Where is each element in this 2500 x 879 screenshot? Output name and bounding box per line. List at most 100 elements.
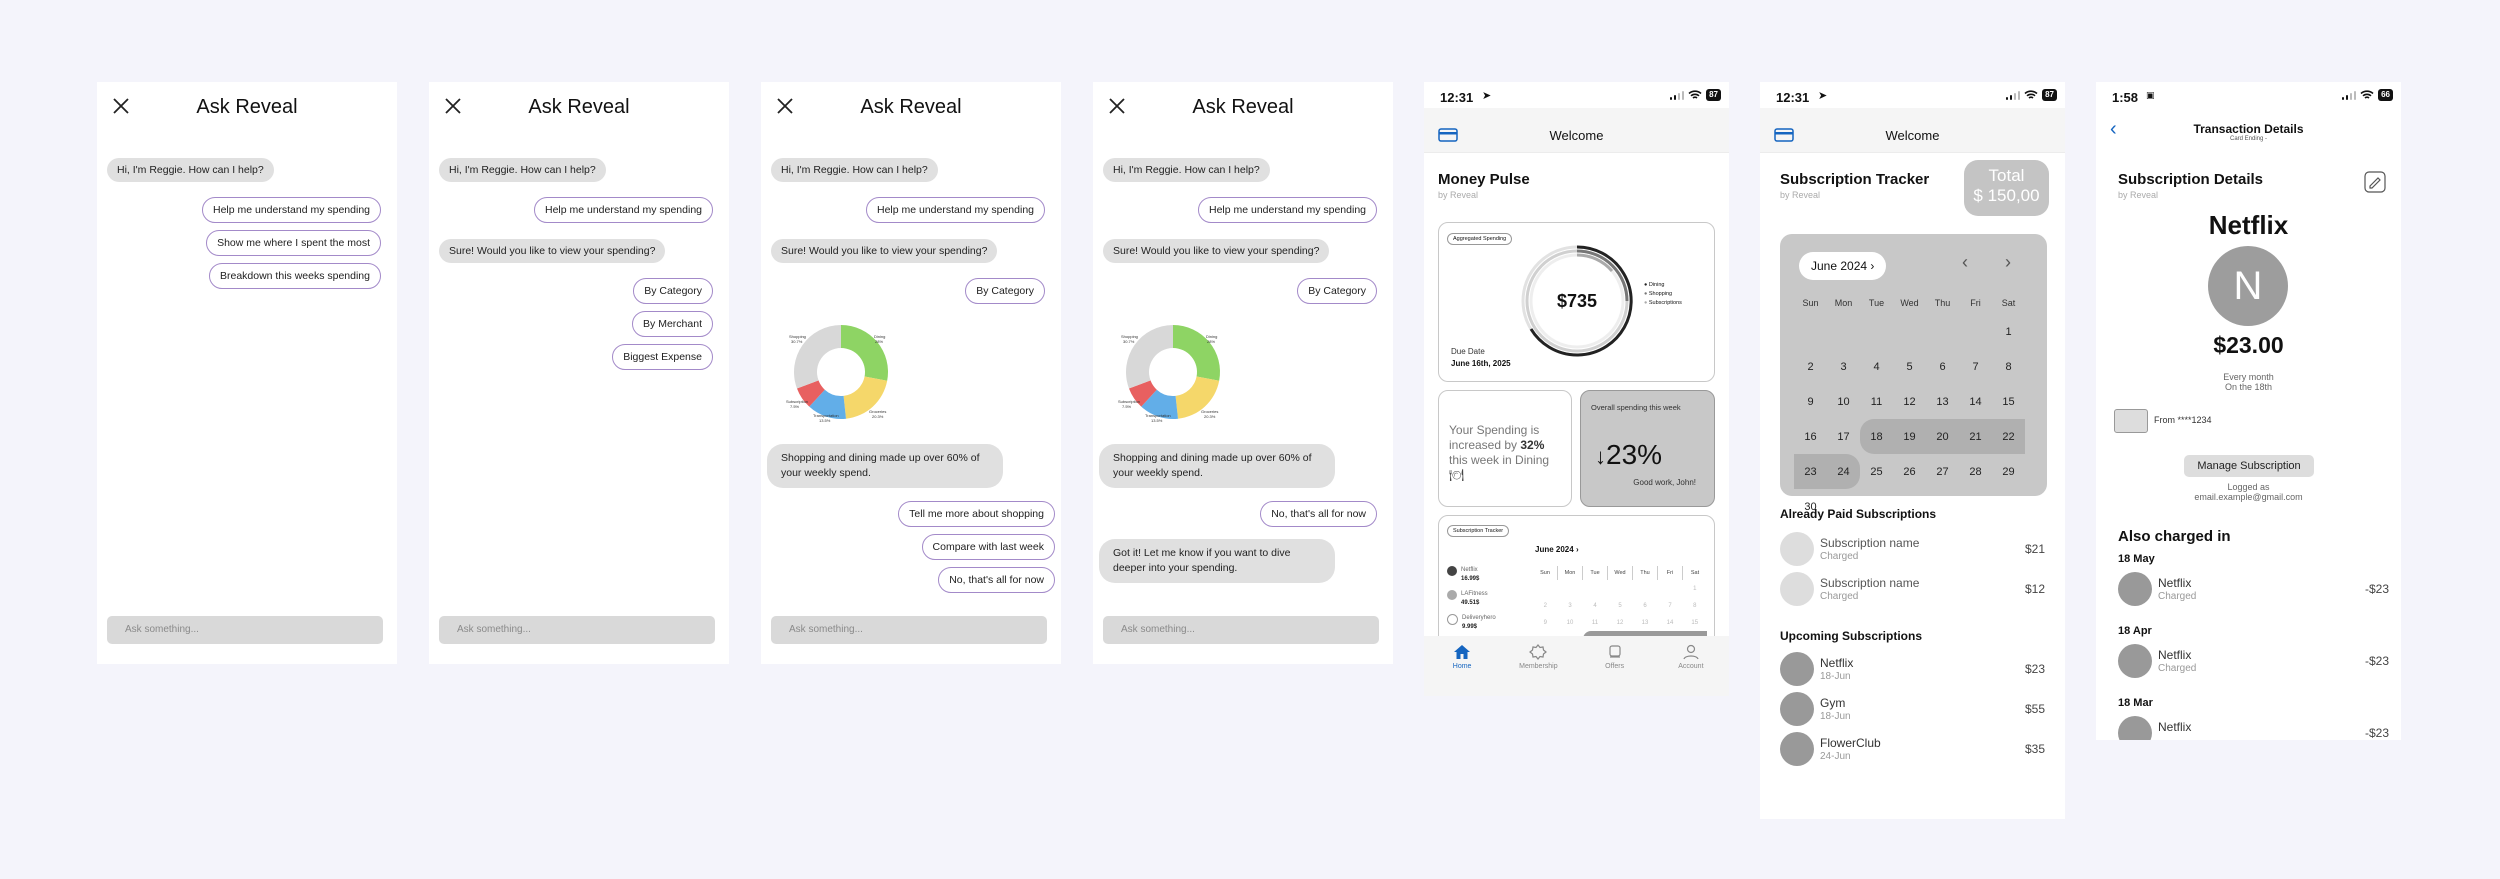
calendar-day[interactable]: 4 — [1873, 360, 1880, 373]
calendar-day[interactable]: 13 — [1936, 395, 1949, 408]
option-done[interactable]: No, that's all for now — [938, 567, 1055, 593]
chevron-right-icon: › — [1870, 259, 1875, 273]
chat-screen-3: Ask Reveal Hi, I'm Reggie. How can I hel… — [761, 82, 1061, 664]
calendar-day[interactable]: 6 — [1643, 602, 1647, 609]
calendar-day[interactable]: 28 — [1969, 465, 1982, 478]
avatar — [1780, 652, 1814, 686]
calendar-day[interactable]: 6 — [1939, 360, 1946, 373]
calendar-day[interactable]: 16 — [1804, 430, 1817, 443]
prev-month-icon[interactable]: ‹ — [1962, 252, 1968, 272]
section-title: Money Pulse — [1438, 171, 1530, 188]
calendar-day[interactable]: 14 — [1969, 395, 1982, 408]
calendar-day[interactable]: 5 — [1618, 602, 1622, 609]
mini-sub-lafitness[interactable]: LAFitness 49.51$ — [1447, 590, 1496, 608]
calendar-day[interactable]: 30 — [1804, 500, 1817, 513]
option-more-shopping[interactable]: Tell me more about shopping — [898, 501, 1055, 527]
calendar-day[interactable]: 10 — [1566, 619, 1574, 626]
spending-insight-card[interactable]: Your Spending is increased by 32% this w… — [1438, 390, 1572, 507]
status-bar: 12:31 ➤ 87 — [1760, 82, 2065, 108]
manage-subscription-button[interactable]: Manage Subscription — [2184, 455, 2314, 477]
option-compare-week[interactable]: Compare with last week — [921, 534, 1055, 560]
subscription-name: Netflix — [1820, 656, 1854, 670]
calendar-day[interactable]: 7 — [1668, 602, 1672, 609]
calendar-day[interactable]: 15 — [2002, 395, 2015, 408]
close-icon[interactable] — [443, 96, 463, 116]
tab-membership[interactable]: Membership — [1500, 636, 1576, 696]
calendar-day[interactable]: 1 — [2005, 325, 2012, 338]
paid-subscription-row[interactable]: Subscription name Charged $21 — [1780, 532, 2045, 568]
history-row[interactable]: Netflix -$23 — [2118, 716, 2389, 740]
option-understand-spending[interactable]: Help me understand my spending — [201, 197, 381, 223]
option-biggest-expense[interactable]: Biggest Expense — [612, 344, 713, 370]
close-icon[interactable] — [775, 96, 795, 116]
calendar-day[interactable]: 7 — [1972, 360, 1979, 373]
calendar-day[interactable]: 9 — [1807, 395, 1814, 408]
calendar-day[interactable]: 22 — [1992, 419, 2025, 454]
calendar-day[interactable]: 5 — [1906, 360, 1913, 373]
calendar-empty — [1558, 580, 1583, 597]
option-where-spent[interactable]: Show me where I spent the most — [206, 230, 381, 256]
calendar-day[interactable]: 18 — [1860, 419, 1893, 454]
calendar-day[interactable]: 8 — [1693, 602, 1697, 609]
wallet-icon[interactable] — [1438, 128, 1458, 142]
calendar-day[interactable]: 14 — [1666, 619, 1674, 626]
ask-input[interactable]: Ask something... — [439, 616, 715, 644]
calendar-day[interactable]: 13 — [1641, 619, 1649, 626]
option-breakdown-week[interactable]: Breakdown this weeks spending — [208, 263, 381, 289]
paid-subscription-row[interactable]: Subscription name Charged $12 — [1780, 572, 2045, 608]
calendar-day[interactable]: 11 — [1870, 395, 1883, 408]
calendar-day[interactable]: 2 — [1543, 602, 1547, 609]
mini-sub-netflix[interactable]: Netflix 16.99$ — [1447, 566, 1496, 584]
calendar-day[interactable]: 23 — [1794, 454, 1827, 489]
calendar-day[interactable]: 10 — [1837, 395, 1850, 408]
option-by-category[interactable]: By Category — [633, 278, 713, 304]
upcoming-subscription-row[interactable]: FlowerClub 24-Jun $35 — [1780, 732, 2045, 768]
upcoming-subscription-row[interactable]: Gym 18-Jun $55 — [1780, 692, 2045, 728]
mini-sub-deliveryhero[interactable]: Deliveryhero 9.99$ — [1447, 614, 1496, 632]
calendar-day[interactable]: 15 — [1691, 619, 1699, 626]
calendar-day[interactable]: 11 — [1591, 619, 1599, 626]
option-by-merchant[interactable]: By Merchant — [632, 311, 713, 337]
details-screen: 1:58 ▣ 66 ‹ Transaction Details Card End… — [2096, 82, 2401, 740]
next-month-icon[interactable]: › — [2005, 252, 2011, 272]
details-subtitle: by Reveal — [2118, 190, 2159, 200]
tab-home[interactable]: Home — [1424, 636, 1500, 696]
calendar-day[interactable]: 1 — [1693, 585, 1697, 592]
calendar-day[interactable]: 29 — [2002, 465, 2015, 478]
ask-input[interactable]: Ask something... — [1103, 616, 1379, 644]
close-icon[interactable] — [1107, 96, 1127, 116]
back-chevron-icon[interactable]: ‹ — [2110, 118, 2117, 140]
ask-input[interactable]: Ask something... — [107, 616, 383, 644]
calendar-day[interactable]: 24 — [1827, 454, 1860, 489]
calendar-day[interactable]: 19 — [1893, 419, 1926, 454]
calendar-day[interactable]: 25 — [1870, 465, 1883, 478]
calendar-day[interactable]: 27 — [1936, 465, 1949, 478]
close-icon[interactable] — [111, 96, 131, 116]
wallet-icon[interactable] — [1774, 128, 1794, 142]
calendar-day[interactable]: 2 — [1807, 360, 1814, 373]
calendar-day[interactable]: 17 — [1837, 430, 1850, 443]
tab-offers[interactable]: Offers — [1577, 636, 1653, 696]
weekday-header: Sat — [2001, 298, 2016, 308]
edit-icon[interactable] — [2364, 171, 2386, 193]
history-row[interactable]: Netflix Charged -$23 — [2118, 644, 2389, 680]
calendar-day[interactable]: 26 — [1903, 465, 1916, 478]
upcoming-subscription-row[interactable]: Netflix 18-Jun $23 — [1780, 652, 2045, 688]
donut-slice-shopping — [1126, 325, 1173, 389]
aggregated-spending-card[interactable]: Aggregated Spending $735 ● Dining ● Shop… — [1438, 222, 1715, 382]
calendar-day[interactable]: 3 — [1568, 602, 1572, 609]
tab-account[interactable]: Account — [1653, 636, 1729, 696]
calendar-day[interactable]: 4 — [1593, 602, 1597, 609]
calendar-day[interactable]: 21 — [1959, 419, 1992, 454]
month-selector[interactable]: June 2024 › — [1799, 252, 1887, 280]
ask-input[interactable]: Ask something... — [771, 616, 1047, 644]
calendar-day[interactable]: 12 — [1903, 395, 1916, 408]
calendar-month[interactable]: June 2024 › — [1535, 545, 1579, 554]
calendar-day[interactable]: 9 — [1543, 619, 1547, 626]
overall-spending-card[interactable]: Overall spending this week ↓23% Good wor… — [1580, 390, 1715, 507]
calendar-day[interactable]: 20 — [1926, 419, 1959, 454]
history-row[interactable]: Netflix Charged -$23 — [2118, 572, 2389, 608]
calendar-day[interactable]: 3 — [1840, 360, 1847, 373]
calendar-day[interactable]: 8 — [2005, 360, 2012, 373]
calendar-day[interactable]: 12 — [1616, 619, 1624, 626]
